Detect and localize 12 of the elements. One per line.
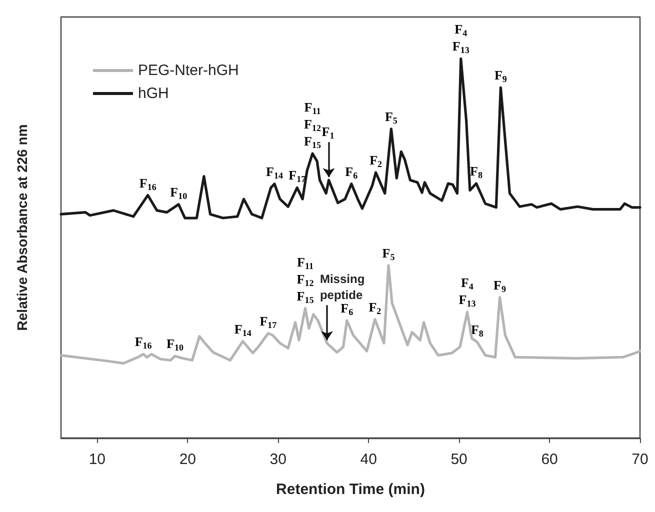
x-tick-label: 60: [541, 451, 558, 468]
y-axis-title: Relative Absorbance at 226 nm: [14, 124, 30, 331]
annotation: Missing peptide: [320, 272, 368, 302]
x-tick-label: 10: [88, 451, 106, 468]
x-tick-label: 20: [179, 451, 196, 468]
x-tick-label: 70: [632, 451, 648, 468]
x-tick-label: 50: [450, 451, 468, 468]
x-tick-label: 40: [360, 451, 377, 468]
x-tick-label: 30: [270, 451, 286, 468]
legend-label: PEG-Nter-hGH: [138, 62, 239, 79]
legend-label: hGH: [138, 85, 169, 102]
x-axis-title: Retention Time (min): [276, 481, 425, 498]
